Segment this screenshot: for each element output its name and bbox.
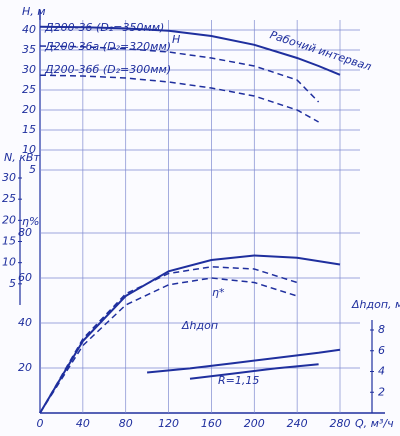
x-tick-label: 80: [119, 417, 133, 430]
x-tick-label: 40: [76, 417, 90, 430]
y-tick-label: 35: [22, 43, 36, 56]
y-tick-label: 40: [22, 23, 36, 36]
series-line: [39, 254, 341, 414]
y-tick-label: 10: [2, 256, 16, 269]
y-tick-label: 5: [29, 163, 36, 176]
series-line: [39, 45, 320, 103]
y-tick-label: 10: [22, 143, 36, 156]
x-tick-label: 280: [330, 417, 351, 430]
y-tick-label: 2: [378, 385, 385, 398]
annotation: R=1,15: [218, 374, 259, 387]
x-tick-label: 200: [244, 417, 265, 430]
y-tick-label: 60: [18, 271, 32, 284]
series-label: Д200-36 (D₂=350мм): [44, 21, 164, 34]
y-tick-label: 30: [22, 63, 36, 76]
y-axis-label: Δhдоп, м: [351, 298, 400, 311]
y-tick-label: 30: [2, 171, 16, 184]
y-tick-label: 5: [9, 277, 16, 290]
y-tick-label: 15: [22, 123, 36, 136]
series-label: Д200-36б (D₂=300мм): [44, 63, 171, 76]
series-line: [39, 277, 298, 414]
y-axis-label: η%: [22, 215, 39, 228]
y-tick-label: 25: [22, 83, 36, 96]
x-tick-label: 120: [158, 417, 179, 430]
series-line: [189, 363, 319, 380]
y-tick-label: 20: [22, 103, 36, 116]
y-tick-label: 40: [18, 316, 32, 329]
annotation: H: [172, 33, 180, 46]
annotation: Δhдоп: [181, 319, 218, 332]
y-tick-label: 20: [2, 213, 16, 226]
y-axis-label: N, кВт: [4, 151, 40, 164]
series-line: [39, 25, 341, 76]
series-line: [39, 74, 319, 123]
x-tick-label: 160: [201, 417, 222, 430]
annotation: η*: [212, 286, 225, 299]
y-tick-label: 4: [378, 365, 385, 378]
x-tick-label: 240: [287, 417, 308, 430]
y-axis-label: H, м: [22, 5, 46, 18]
series-line: [39, 266, 298, 414]
series-line: [147, 348, 341, 374]
x-tick-label: 0: [37, 417, 44, 430]
y-tick-label: 20: [18, 361, 32, 374]
y-tick-label: 8: [378, 323, 385, 336]
y-tick-label: 25: [2, 192, 16, 205]
y-tick-label: 80: [18, 226, 32, 239]
x-axis-label: Q, м³/ч: [355, 417, 394, 430]
y-tick-label: 6: [378, 344, 385, 357]
series-label: Д200-36а (D₂=320мм): [44, 40, 171, 53]
y-tick-label: 15: [2, 235, 16, 248]
